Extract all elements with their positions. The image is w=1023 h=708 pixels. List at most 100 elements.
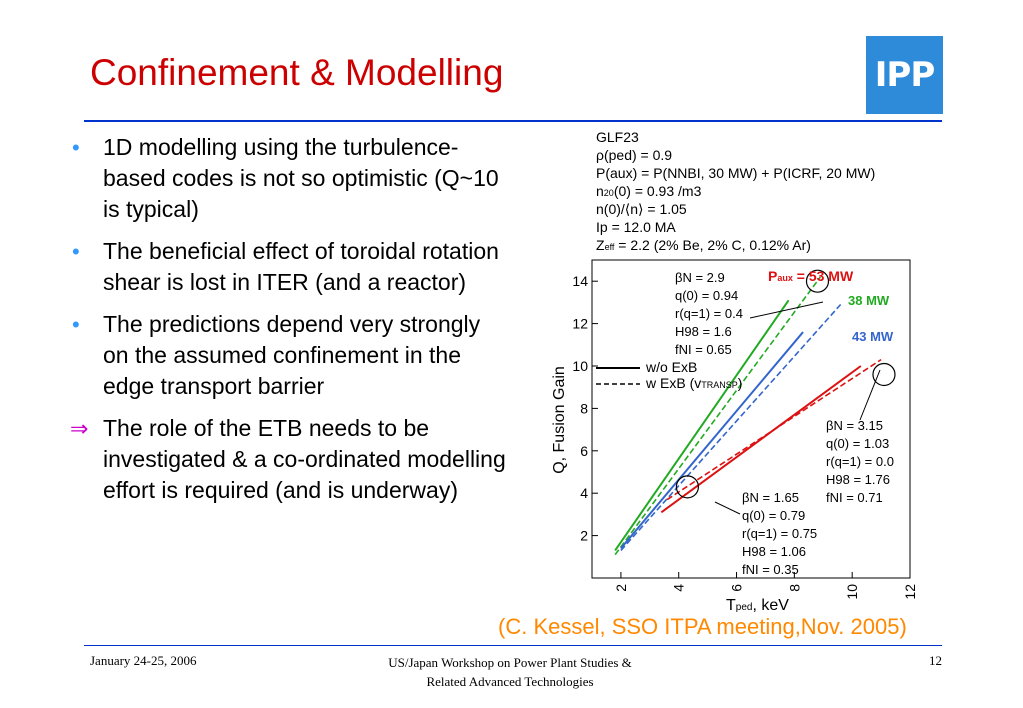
chart-zeff: Zeff = 2.2 (2% Be, 2% C, 0.12% Ar) <box>596 237 811 253</box>
bullet-text: The role of the ETB needs to be investig… <box>103 415 506 503</box>
footer-event-line: Related Advanced Technologies <box>426 674 594 689</box>
legend-dashed-sub: TRANSP <box>701 380 738 390</box>
zeff-symbol: Z <box>596 237 605 253</box>
legend-dashed-prefix: w ExB (v <box>645 375 701 391</box>
density-symbol: n <box>596 183 604 199</box>
chart-axes: 2 4 6 8 10 12 14 2 4 6 8 10 12 <box>572 273 918 599</box>
bullet-dot-icon: • <box>72 312 80 337</box>
bullet-text: The predictions depend very strongly on … <box>103 311 481 399</box>
highlight-circle <box>675 475 699 499</box>
y-tick-label: 14 <box>572 273 588 289</box>
footer-divider <box>84 645 942 646</box>
ipp-logo: IPP <box>866 36 943 114</box>
x-tick-label: 12 <box>902 584 918 600</box>
y-tick-label: 10 <box>572 358 588 374</box>
annotation-right: βN = 3.15 q(0) = 1.03 r(q=1) = 0.0 H98 =… <box>826 418 894 505</box>
annotation-pointers <box>714 301 881 515</box>
paux-symbol: P <box>768 268 777 284</box>
chart-highlight-circles <box>675 269 896 499</box>
x-axis-label: Tped, keV <box>726 597 789 614</box>
chart-density: n20(0) = 0.93 /m3 <box>596 183 702 199</box>
bullet-dot-icon: • <box>72 135 80 160</box>
label-43mw: 43 MW <box>852 329 894 344</box>
bullet-item: • The predictions depend very strongly o… <box>72 309 512 402</box>
chart-density-ratio: n(0)/⟨n⟩ = 1.05 <box>596 201 687 217</box>
annotation-line: r(q=1) = 0.75 <box>742 526 817 541</box>
pointer-bottom <box>714 501 741 515</box>
chart-plasma-current: Ip = 12.0 MA <box>596 219 676 235</box>
x-tick-label: 8 <box>786 584 802 592</box>
chart-legend: w/o ExB w ExB (vTRANSP) <box>596 359 742 391</box>
footer-date: January 24-25, 2006 <box>90 653 197 668</box>
series-line-solid <box>660 365 862 514</box>
x-tick-label: 4 <box>671 584 687 592</box>
footer-page-number: 12 <box>929 653 942 668</box>
bullet-item: • The beneficial effect of toroidal rota… <box>72 236 512 298</box>
annotation-top: βN = 2.9 q(0) = 0.94 r(q=1) = 0.4 H98 = … <box>675 270 743 357</box>
y-tick-label: 12 <box>572 316 588 332</box>
bullet-item: • 1D modelling using the turbulence-base… <box>72 132 512 225</box>
x-axis-subscript: ped <box>736 602 753 613</box>
implies-arrow-icon: ⇒ <box>70 416 89 441</box>
y-axis-label: Q, Fusion Gain <box>551 366 568 474</box>
bullet-text: The beneficial effect of toroidal rotati… <box>103 238 499 295</box>
annotation-line: H98 = 1.6 <box>675 324 732 339</box>
annotation-line: r(q=1) = 0.4 <box>675 306 743 321</box>
chart-rho-ped: ρ(ped) = 0.9 <box>596 147 672 163</box>
bullet-dot-icon: • <box>72 239 80 264</box>
highlight-circle <box>872 362 896 387</box>
bullet-item: ⇒ The role of the ETB needs to be invest… <box>70 413 512 506</box>
annotation-line: fNI = 0.71 <box>826 490 883 505</box>
y-tick-label: 6 <box>580 443 588 459</box>
y-tick-label: 8 <box>580 400 588 416</box>
annotation-line: H98 = 1.76 <box>826 472 890 487</box>
series-line-dashed <box>620 303 842 551</box>
bullet-list: • 1D modelling using the turbulence-base… <box>70 132 512 517</box>
annotation-line: βN = 2.9 <box>675 270 725 285</box>
series-line-solid <box>614 299 790 552</box>
legend-solid-label: w/o ExB <box>645 359 697 375</box>
zeff-value: = 2.2 (2% Be, 2% C, 0.12% Ar) <box>614 237 811 253</box>
chart-paux: P(aux) = P(NNBI, 30 MW) + P(ICRF, 20 MW) <box>596 165 875 181</box>
x-tick-label: 10 <box>844 584 860 600</box>
annotation-line: H98 = 1.06 <box>742 544 806 559</box>
pointer-right <box>859 369 881 421</box>
label-38mw: 38 MW <box>848 293 890 308</box>
chart-series <box>614 276 882 556</box>
y-tick-label: 2 <box>580 528 588 544</box>
fusion-gain-chart: GLF23 ρ(ped) = 0.9 P(aux) = P(NNBI, 30 M… <box>551 129 918 614</box>
footer-event: US/Japan Workshop on Power Plant Studies… <box>330 653 690 691</box>
citation: (C. Kessel, SSO ITPA meeting,Nov. 2005) <box>498 614 907 639</box>
paux-value: = 53 MW <box>793 268 854 284</box>
series-line-dashed <box>614 276 822 556</box>
pointer-top <box>749 301 824 319</box>
chart-model-label: GLF23 <box>596 129 639 145</box>
annotation-bottom: βN = 1.65 q(0) = 0.79 r(q=1) = 0.75 H98 … <box>742 490 817 577</box>
title-divider <box>84 120 942 122</box>
legend-dashed-label: w ExB (vTRANSP) <box>645 375 742 391</box>
annotation-line: βN = 3.15 <box>826 418 883 433</box>
paux-subscript: aux <box>777 273 793 283</box>
paux-label: Paux = 53 MW <box>768 268 854 284</box>
annotation-line: βN = 1.65 <box>742 490 799 505</box>
annotation-line: fNI = 0.35 <box>742 562 799 577</box>
x-axis-unit: , keV <box>752 597 789 614</box>
x-tick-label: 2 <box>613 584 629 592</box>
bullet-text: 1D modelling using the turbulence-based … <box>103 134 499 222</box>
annotation-line: q(0) = 0.79 <box>742 508 805 523</box>
density-subscript: 20 <box>604 188 614 198</box>
y-tick-label: 4 <box>580 485 588 501</box>
x-tick-label: 6 <box>729 584 745 592</box>
series-line-solid <box>620 331 804 549</box>
legend-dashed-suffix: ) <box>738 375 743 391</box>
highlight-circle <box>805 269 830 293</box>
annotation-line: q(0) = 0.94 <box>675 288 738 303</box>
density-value: (0) = 0.93 /m3 <box>614 183 702 199</box>
series-line-dashed <box>666 358 882 501</box>
annotation-line: fNI = 0.65 <box>675 342 732 357</box>
annotation-line: r(q=1) = 0.0 <box>826 454 894 469</box>
plot-frame <box>591 259 911 579</box>
zeff-subscript: eff <box>605 242 615 252</box>
slide-title: Confinement & Modelling <box>90 52 504 93</box>
x-axis-symbol: T <box>726 597 736 614</box>
